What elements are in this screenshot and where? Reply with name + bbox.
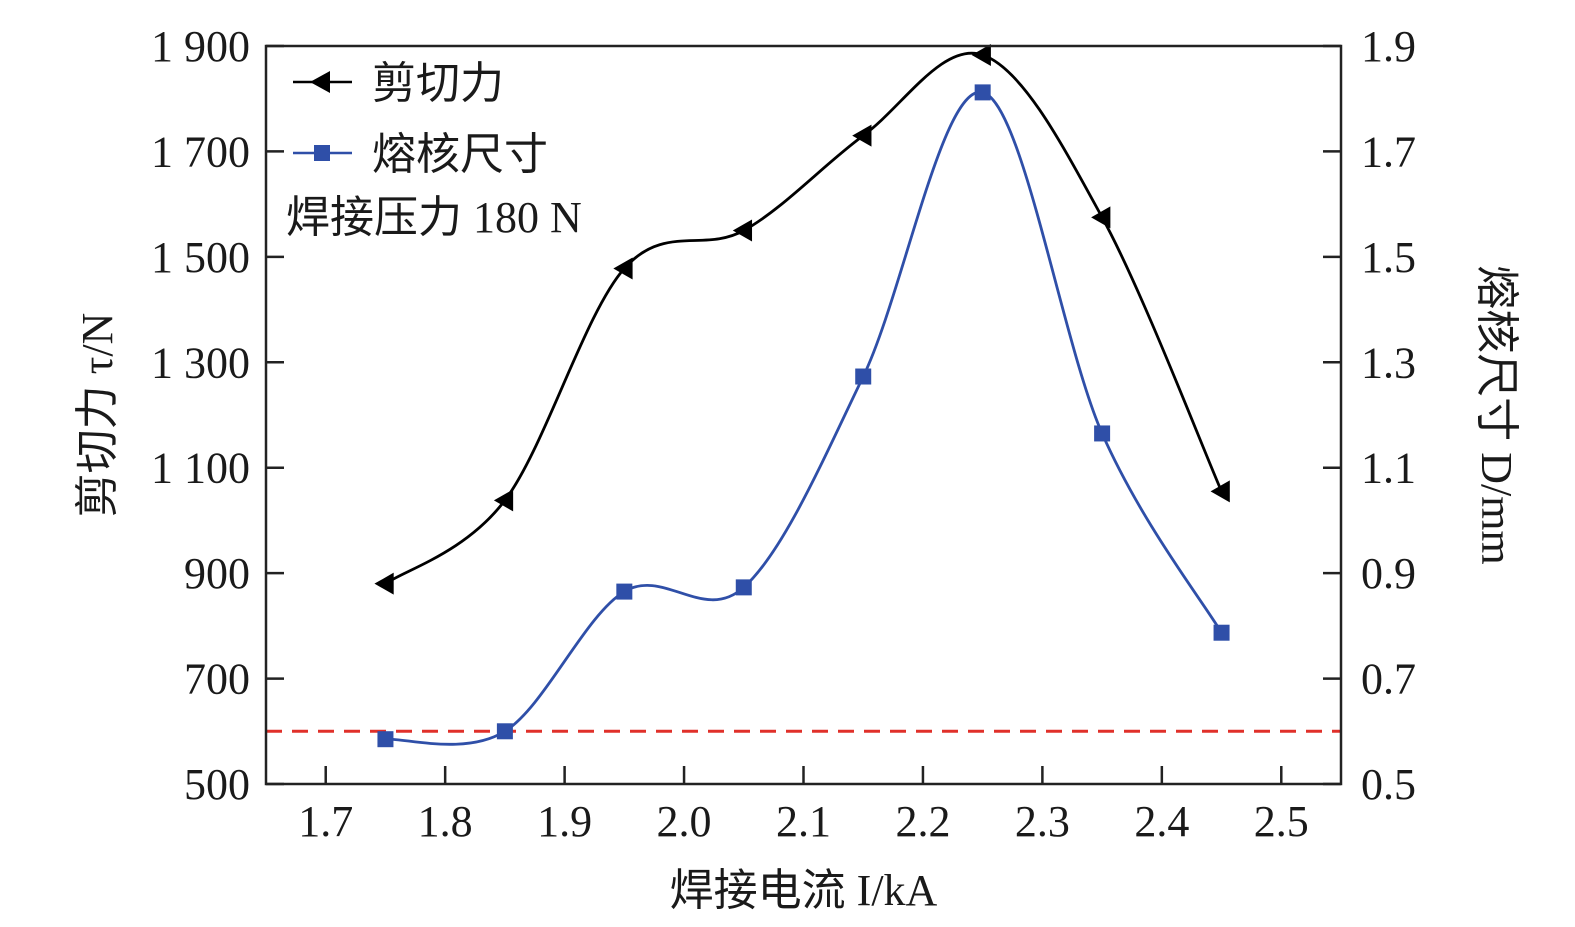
y-left-tick-label: 1 500: [151, 233, 250, 282]
data-point-triangle: [493, 489, 514, 512]
series-line: [385, 90, 1223, 746]
y-right-tick-label: 1.7: [1361, 127, 1416, 176]
y-left-tick-label: 1 300: [151, 338, 250, 387]
y-left-tick-label: 900: [184, 549, 250, 598]
y-right-tick-label: 1.5: [1361, 233, 1416, 282]
x-tick-label: 2.1: [776, 797, 831, 846]
data-point-triangle: [613, 257, 633, 280]
data-point-triangle: [732, 219, 753, 242]
legend: 剪切力 熔核尺寸 焊接压力 180 N: [286, 59, 582, 242]
data-point-triangle: [1091, 206, 1111, 229]
data-point-square: [1094, 425, 1111, 442]
x-tick-label: 1.8: [418, 797, 473, 846]
tick-layer: 1.7 1.8 1.9 2.0 2.1 2.2 2.3 2.4 2.5 500 700 900 1 10…: [151, 22, 1416, 846]
x-tick-label: 2.3: [1015, 797, 1070, 846]
data-point-square: [616, 583, 633, 600]
legend-shear-label: 剪切力: [372, 59, 504, 108]
y-right-tick-label: 0.7: [1361, 655, 1416, 704]
x-tick-label: 2.2: [895, 797, 950, 846]
legend-item-nugget: 熔核尺寸: [293, 130, 548, 179]
data-point-triangle: [852, 124, 872, 147]
x-tick-label: 1.7: [298, 797, 353, 846]
data-point-square: [377, 731, 394, 748]
legend-item-shear: 剪切力: [293, 59, 504, 108]
x-axis-title: 焊接电流 I/kA: [670, 866, 938, 915]
legend-nugget-square-icon: [314, 145, 330, 161]
y-left-tick-label: 1 900: [151, 22, 250, 71]
legend-note: 焊接压力 180 N: [286, 193, 582, 242]
data-point-triangle: [971, 43, 991, 66]
y-left-tick-label: 1 700: [151, 127, 250, 176]
y-right-tick-label: 0.5: [1361, 760, 1416, 809]
data-point-square: [496, 723, 513, 740]
series-shear-force: [374, 43, 1230, 595]
x-tick-label: 2.4: [1134, 797, 1189, 846]
series-layer: [374, 43, 1230, 748]
data-point-square: [974, 84, 991, 101]
y-left-axis-title: 剪切力 τ/N: [73, 313, 122, 518]
y-left-tick-label: 500: [184, 760, 250, 809]
legend-shear-triangle-icon: [310, 71, 330, 93]
data-point-square: [735, 579, 752, 596]
legend-nugget-label: 熔核尺寸: [372, 130, 548, 179]
data-point-triangle: [374, 572, 394, 595]
data-point-square: [1213, 624, 1230, 641]
y-right-tick-label: 1.3: [1361, 338, 1416, 387]
y-left-tick-label: 700: [184, 655, 250, 704]
y-left-tick-label: 1 100: [151, 444, 250, 493]
y-right-tick-label: 1.1: [1361, 444, 1416, 493]
data-point-square: [855, 368, 872, 385]
x-tick-label: 2.5: [1254, 797, 1309, 846]
data-point-triangle: [1210, 480, 1230, 503]
x-tick-label: 2.0: [657, 797, 712, 846]
x-tick-label: 1.9: [537, 797, 592, 846]
y-right-tick-label: 0.9: [1361, 549, 1416, 598]
y-right-axis-title: 熔核尺寸 D/mm: [1472, 265, 1521, 564]
y-right-tick-label: 1.9: [1361, 22, 1416, 71]
series-nugget-size: [377, 84, 1230, 748]
